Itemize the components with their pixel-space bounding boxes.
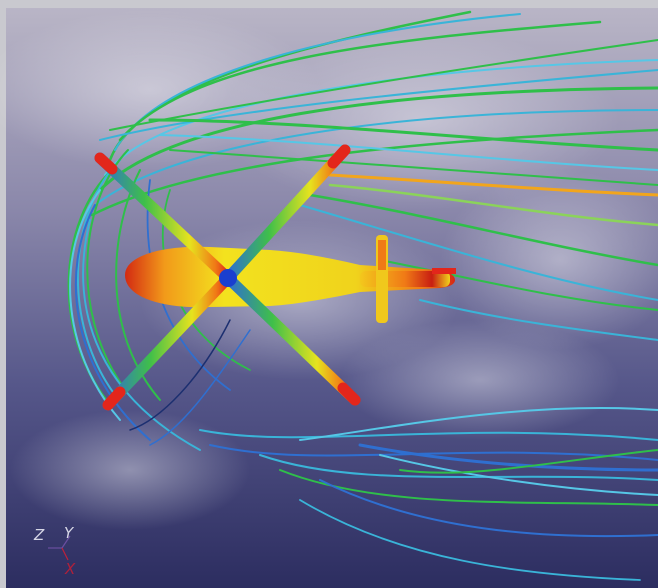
axis-y-label: Y — [64, 524, 75, 542]
rotor-hub — [219, 269, 237, 287]
axis-z-label: Z — [33, 526, 45, 544]
axis-x-label: X — [64, 560, 76, 578]
helicopter — [94, 144, 456, 411]
helicopter-tail-rotor — [432, 268, 456, 274]
blade-tips — [94, 144, 361, 411]
streamlines-lower — [199, 406, 658, 581]
orientation-triad: Z Y X — [33, 524, 76, 578]
streamlines-upper — [90, 10, 658, 341]
rotor-blades — [94, 144, 361, 411]
